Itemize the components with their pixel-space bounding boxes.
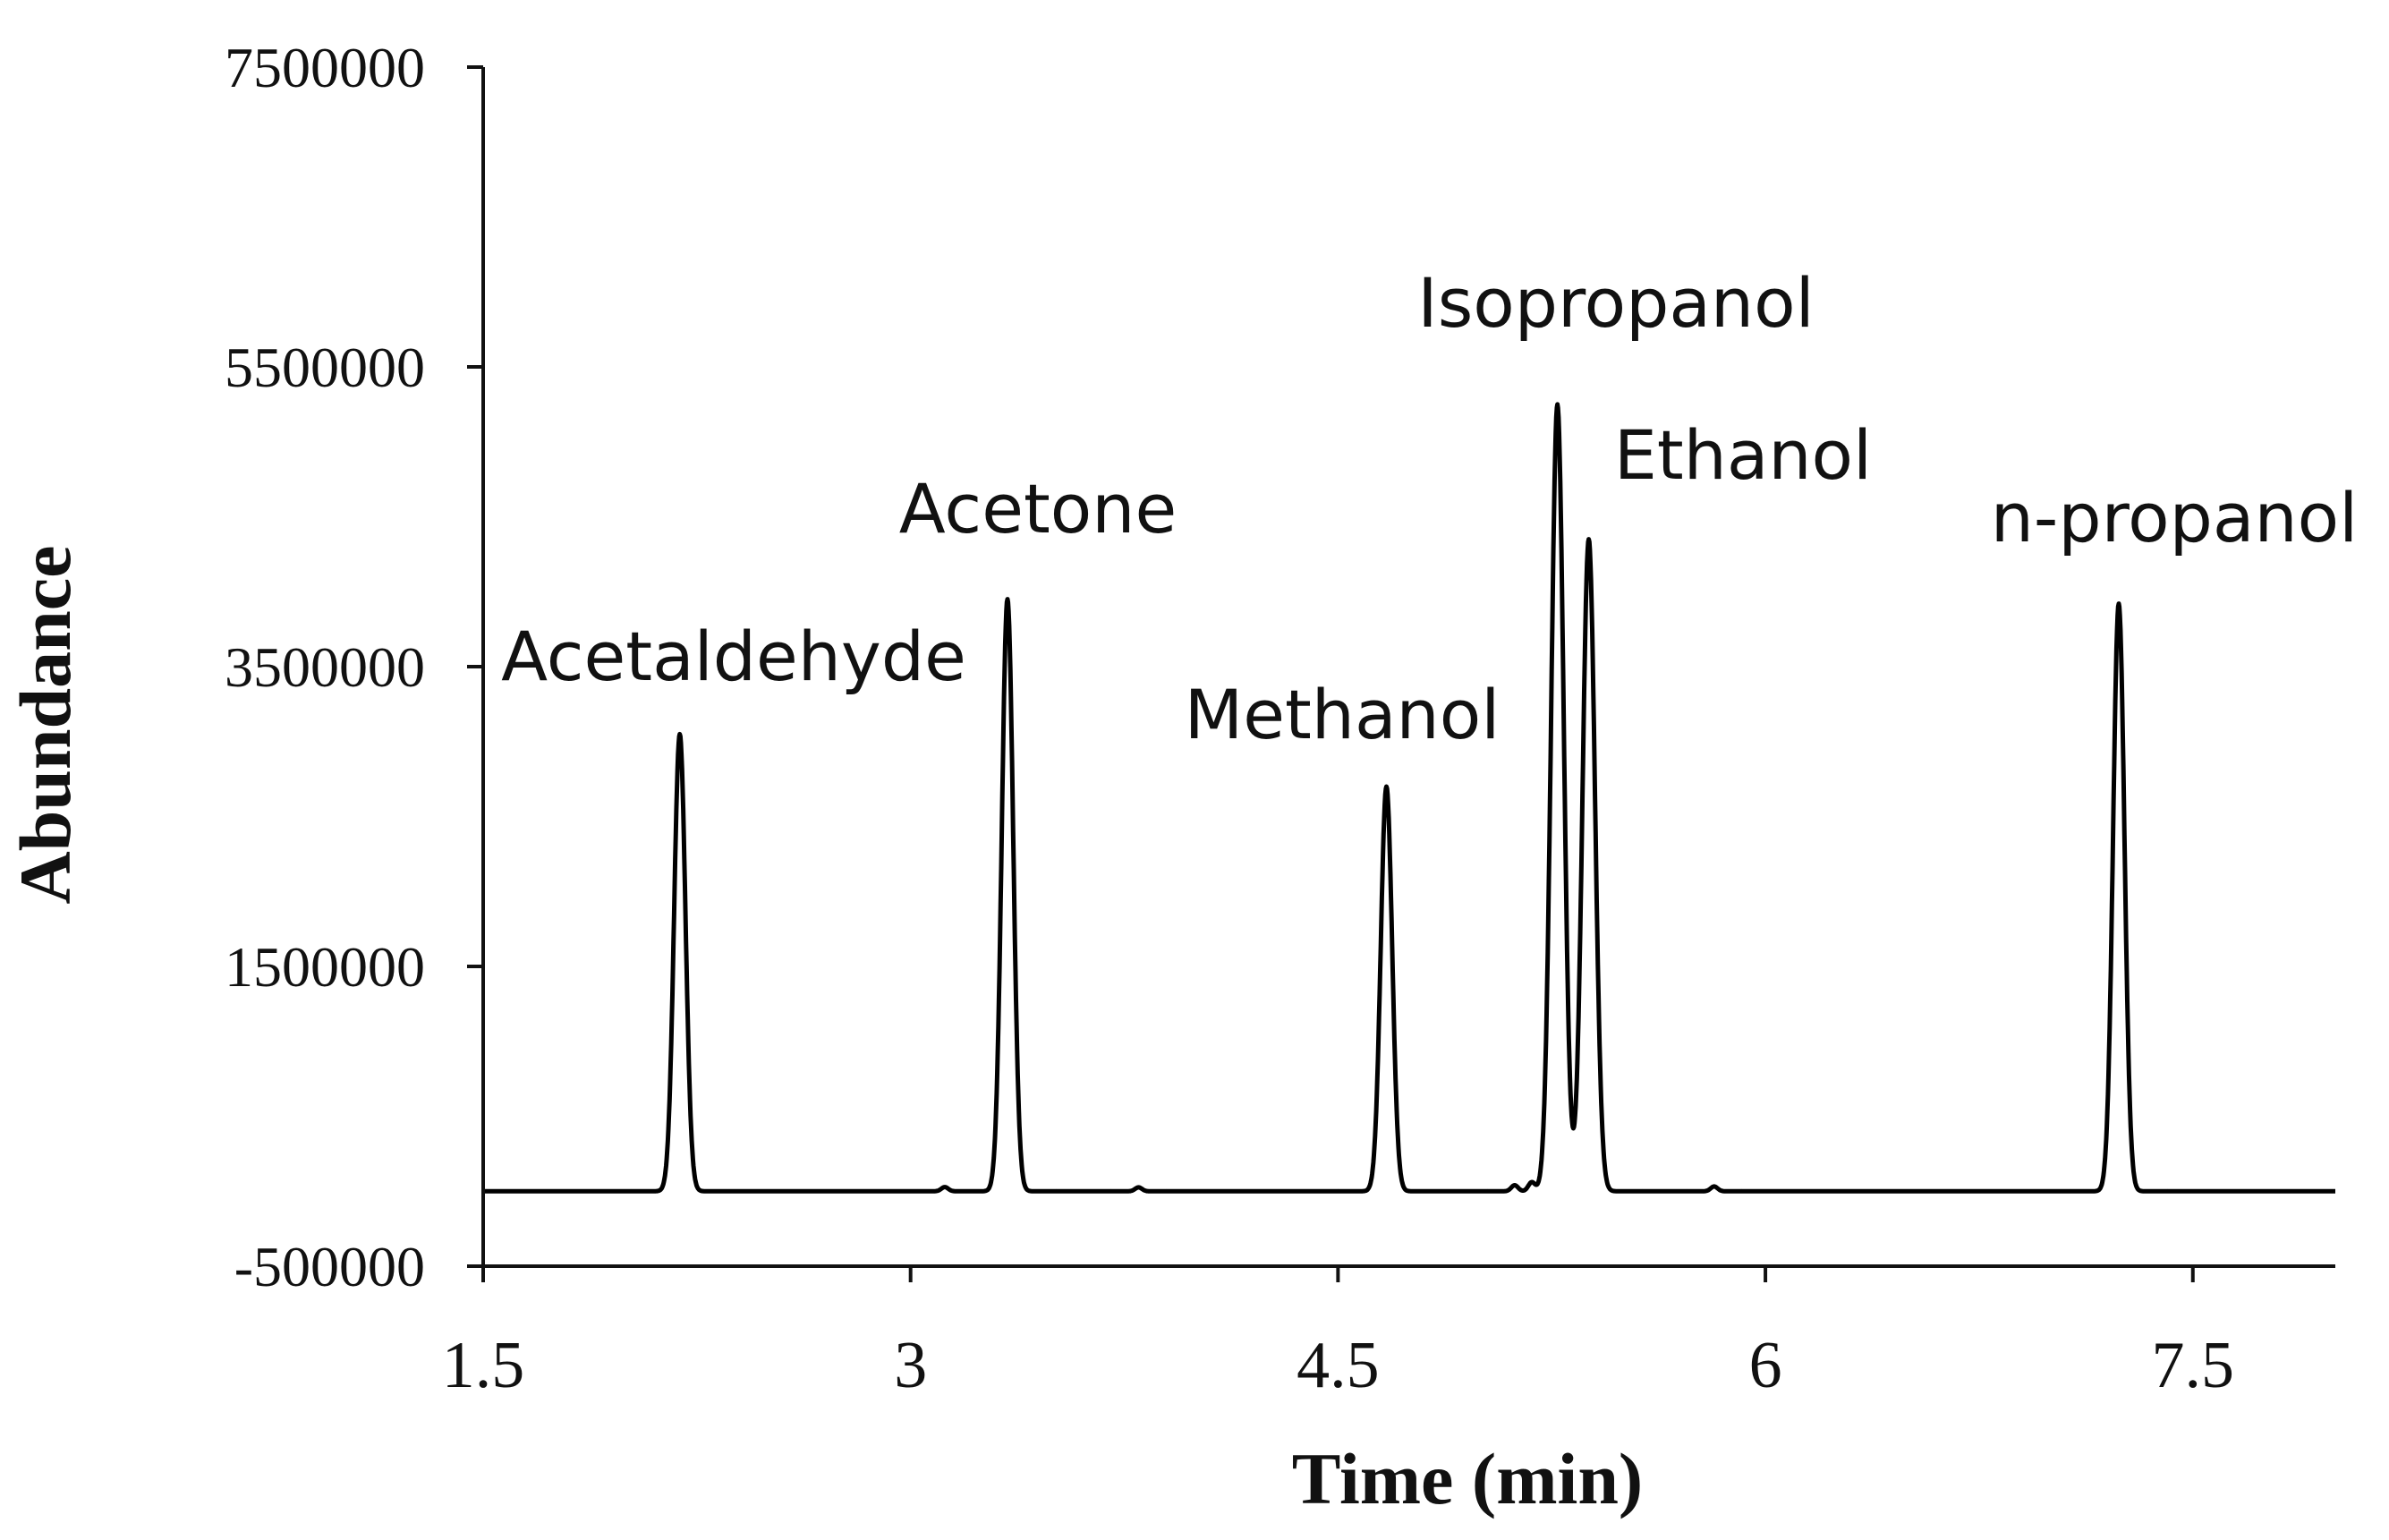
x-tick-label: 1.5 (442, 1329, 525, 1402)
plot-area (481, 402, 2337, 1194)
peak-label-ethanol: Ethanol (1614, 415, 1872, 495)
peak-label-acetone: Acetone (899, 469, 1177, 549)
peak-label-methanol: Methanol (1185, 675, 1501, 754)
peak-label-acetaldehyde: Acetaldehyde (501, 617, 966, 696)
x-tick-label: 7.5 (2152, 1329, 2235, 1402)
y-axis-title: Abundance (4, 545, 86, 904)
x-tick-label: 4.5 (1297, 1329, 1380, 1402)
y-tick-label: 3500000 (225, 635, 425, 699)
peak-label-n-propanol: n-propanol (1991, 478, 2359, 557)
y-tick-label: 5500000 (225, 336, 425, 399)
x-tick-group: 1.5 3 4.5 6 7.5 (442, 1266, 2234, 1402)
y-tick-label: 7500000 (225, 36, 425, 99)
x-axis-title: Time (min) (1292, 1438, 1644, 1519)
x-tick-label: 3 (894, 1329, 927, 1402)
y-tick-label: 1500000 (225, 935, 425, 999)
peak-label-group: Acetaldehyde Acetone Methanol Isopropanol Et… (501, 263, 2358, 754)
y-tick-label: -500000 (234, 1235, 425, 1298)
y-tick-group: -500000 1500000 3500000 5500000 7500000 (225, 36, 483, 1298)
peak-label-isopropanol: Isopropanol (1417, 263, 1814, 343)
x-tick-label: 6 (1749, 1329, 1782, 1402)
chromatogram-trace (481, 402, 2337, 1194)
